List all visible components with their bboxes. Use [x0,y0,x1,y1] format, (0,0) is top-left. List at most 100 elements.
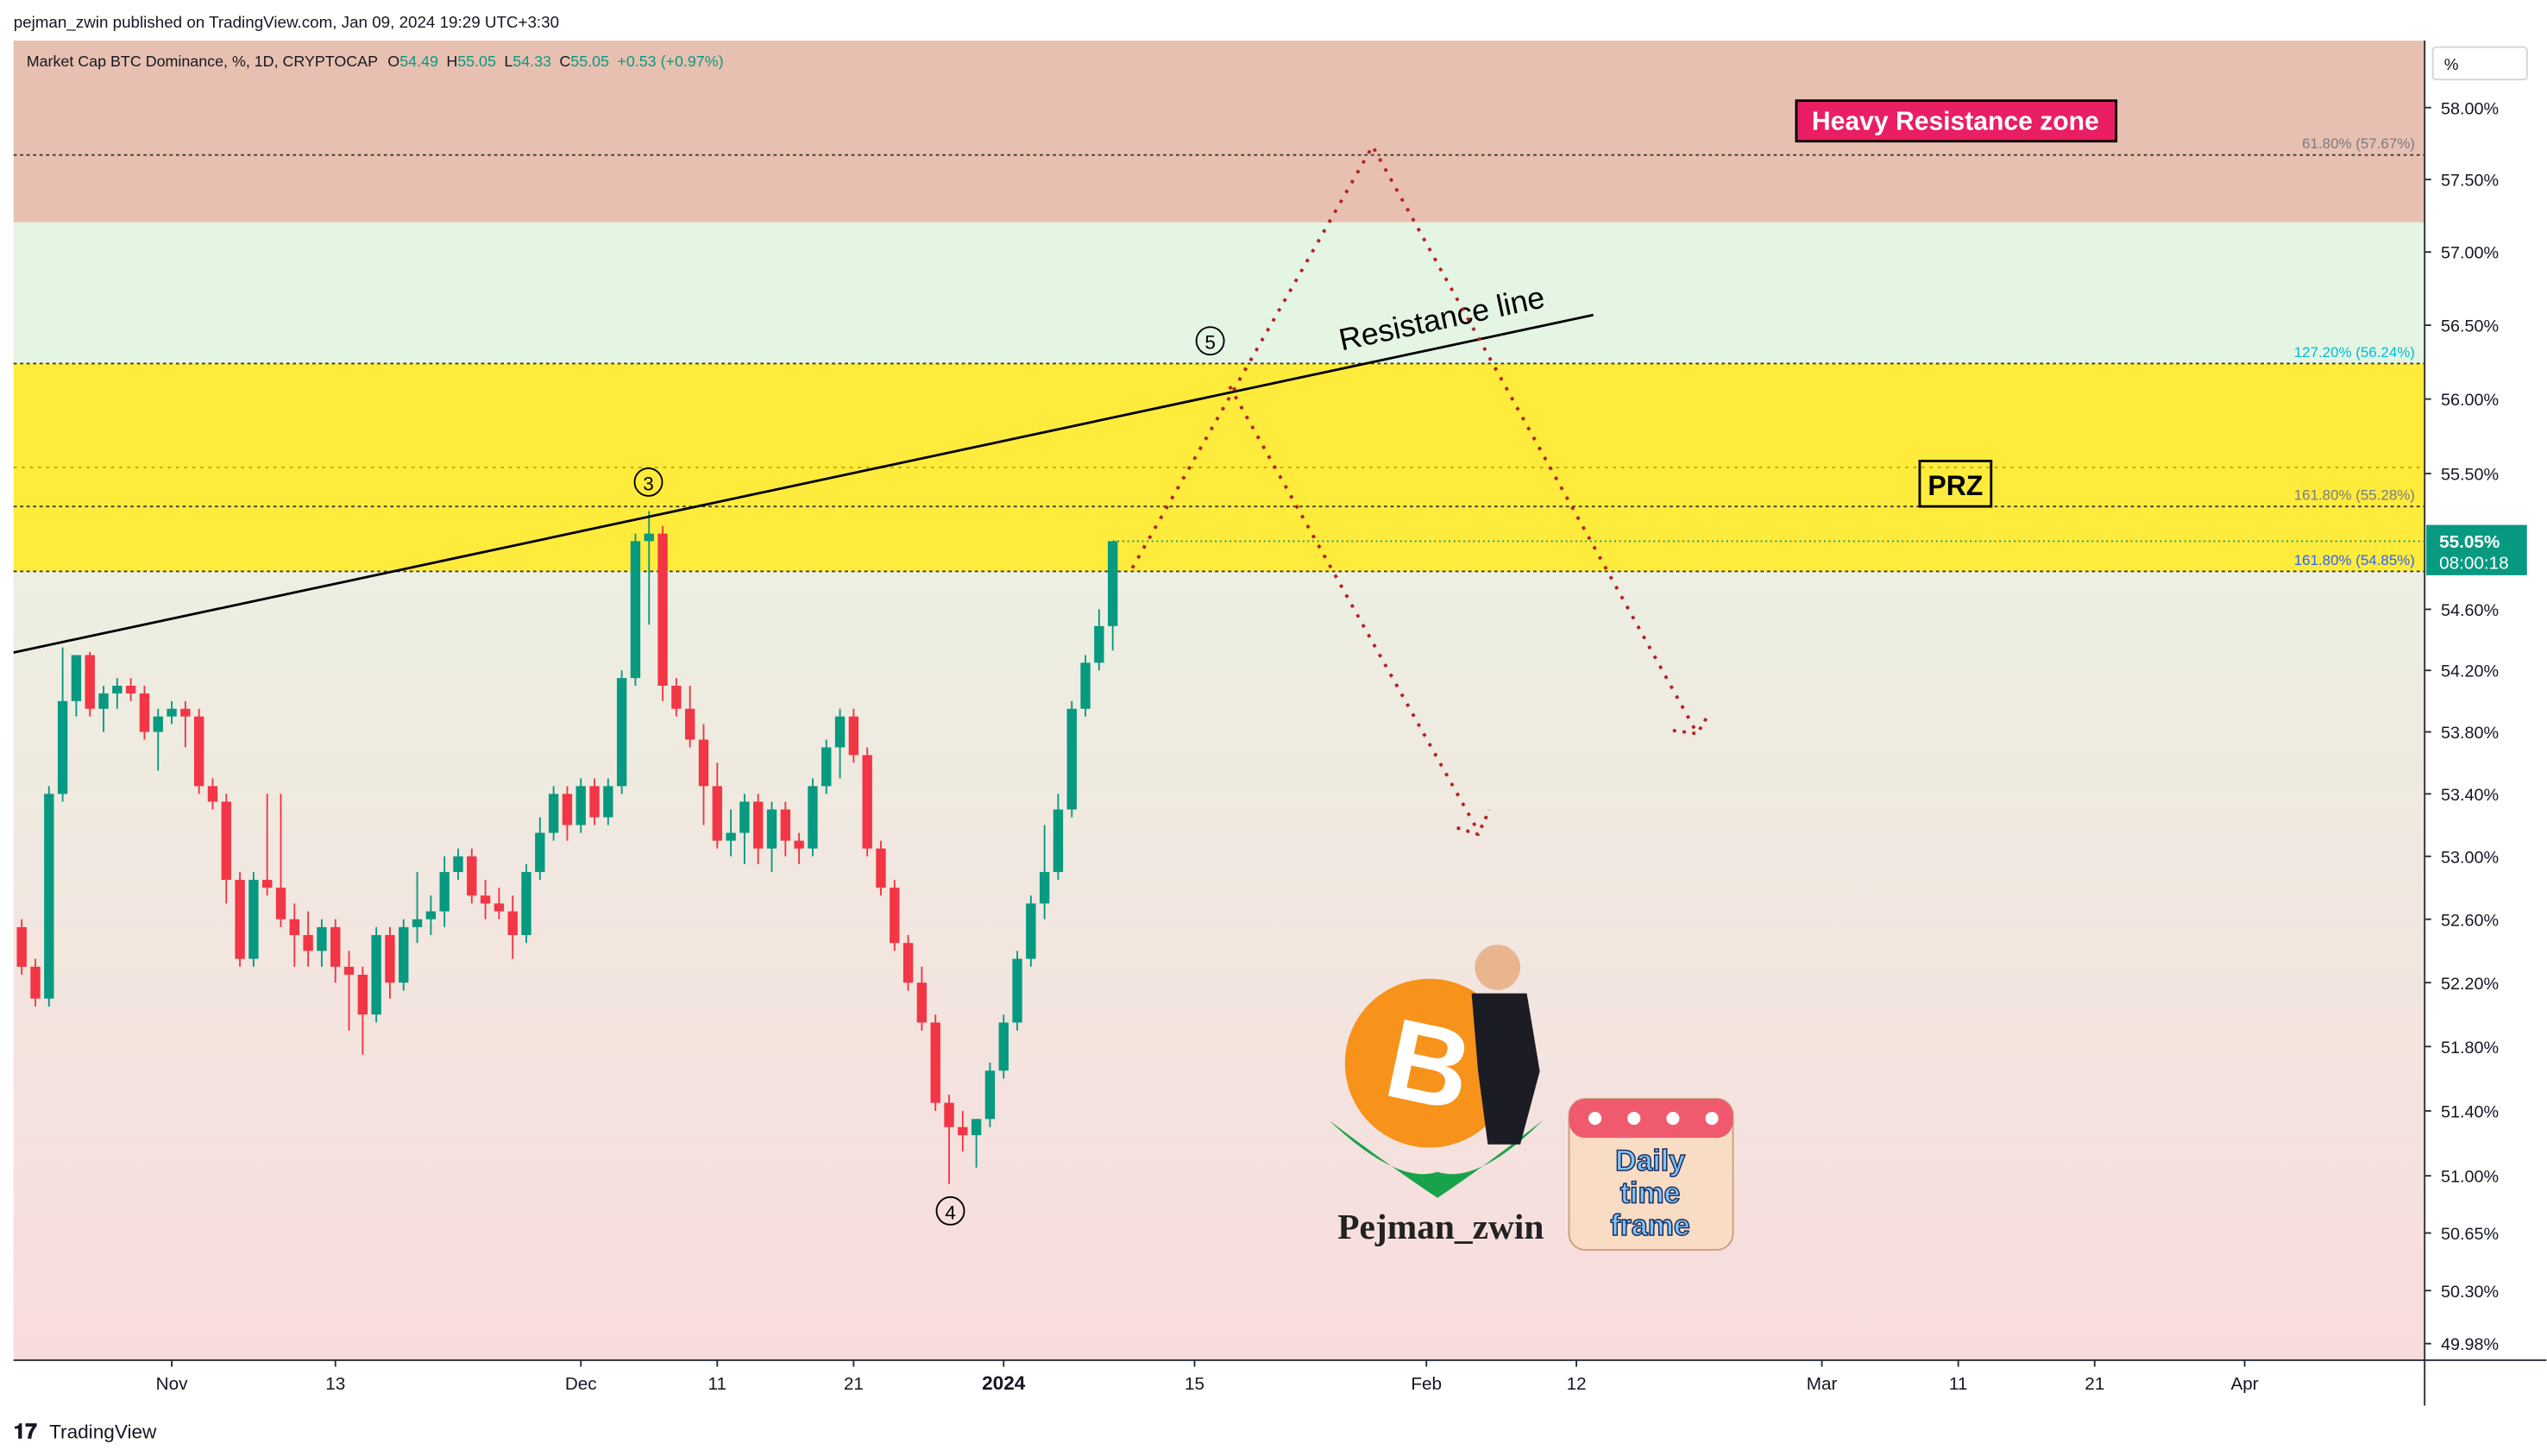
logo-calendar-text: time [1620,1177,1681,1209]
prz-zone [13,363,2425,572]
candle-body [317,926,327,951]
x-tick-label: 11 [1949,1374,1967,1394]
candle-body [467,856,477,896]
wave-label: 3 [643,473,654,494]
logo-figure-body [1471,993,1540,1145]
y-tick-label: 52.20% [2441,975,2499,994]
x-tick-label: 12 [1567,1374,1587,1394]
candle-body [739,801,750,833]
candle-body [930,1022,940,1103]
x-tick-label: Feb [1411,1374,1442,1394]
candle-body [343,966,355,976]
projection-arrow [1672,713,1710,736]
ohlc-value: 54.33 [513,53,551,70]
y-tick-label: 54.20% [2441,662,2499,681]
candle-body [644,533,654,542]
logo-calendar-text: frame [1610,1209,1689,1242]
x-tick-label: Apr [2230,1374,2258,1394]
y-tick-label: 57.50% [2441,172,2499,191]
candle-body [862,755,872,849]
symbol-title: Market Cap BTC Dominance, %, 1D, CRYPTOC… [27,53,724,70]
logo-figure-head [1475,945,1521,990]
projection-path [1130,142,1699,735]
y-tick-label: 54.60% [2441,601,2499,620]
candle-body [139,693,150,732]
x-tick-label: Mar [1807,1374,1838,1394]
ohlc-value: 55.05 [457,53,496,70]
candle-body [766,809,777,849]
y-tick-label: 50.65% [2441,1225,2499,1244]
candle-body [507,911,518,936]
candle-body [112,685,123,693]
wave-circle [633,467,663,497]
candle-body [371,935,381,1015]
candle-body [1107,541,1118,626]
logo-bitcoin [1344,978,1514,1148]
x-tick-label: 21 [2085,1374,2104,1394]
ohlc-value: 55.05 [570,53,609,70]
candle-body [425,911,437,919]
candle-body [98,693,109,709]
fib-label: 161.80% (54.85%) [2294,552,2415,568]
fib-label: 61.80% (57.67%) [2302,135,2415,152]
y-tick-label: 53.00% [2441,848,2499,867]
candle-body [821,747,832,787]
candle-body [794,840,804,849]
candle-body [671,685,682,709]
ohlc-key: C [559,53,570,70]
candle-body [1026,903,1036,959]
candle-body [984,1070,996,1120]
y-tick-label: 55.50% [2441,466,2499,485]
candle-body [44,794,54,999]
x-tick-label: 13 [325,1374,345,1394]
y-tick-label: 49.98% [2441,1335,2499,1354]
candle-body [85,655,95,709]
y-tick-label: 56.00% [2441,391,2499,410]
fib-label: 127.20% (56.24%) [2294,344,2415,361]
candle-body [1066,708,1077,810]
candle-body [834,716,846,748]
candle-body [1094,625,1104,663]
y-tick-label: 56.50% [2441,317,2499,336]
candle-body [548,794,559,833]
y-tick-label: 51.80% [2441,1039,2499,1057]
last-price-label: 55.05% [2439,532,2500,552]
ohlc-key: H [446,53,457,70]
candle-body [712,786,722,841]
candle-body [30,966,41,999]
candle-body [1039,871,1050,904]
heavy-zone-label: Heavy Resistance zone [1812,108,2099,136]
last-price-tag [2426,524,2527,575]
wave-label: 4 [945,1202,956,1223]
candle-body [357,975,368,1015]
y-tick-label: 50.30% [2441,1283,2499,1302]
candle-body [848,716,859,756]
candle-body [193,716,204,787]
candle-body [207,786,218,802]
candle-body [248,880,259,959]
lower-zone [13,571,2425,1360]
fib-label: 161.80% (55.28%) [2294,487,2415,504]
candle-body [684,708,695,740]
wave-circle [935,1196,965,1226]
y-tick-label: 53.80% [2441,724,2499,743]
candle-body [916,982,928,1023]
y-tick-label: 51.00% [2441,1168,2499,1187]
candle-body [958,1127,968,1136]
logo-name: Pejman_zwin [1337,1207,1544,1246]
candle-body [275,888,286,919]
candle-body [998,1022,1009,1071]
x-tick-label: 21 [844,1374,864,1394]
projection-arrow [1456,809,1491,837]
legend-header: Market Cap BTC Dominance, %, 1D, CRYPTOC… [27,53,724,70]
wave-circle [1195,326,1225,356]
candle-body [16,926,27,967]
x-tick-label: 11 [708,1374,726,1394]
candles [16,511,1118,1184]
title-text: Market Cap BTC Dominance, %, 1D, CRYPTOC… [27,53,378,70]
heavy-zone-box [1795,99,2118,143]
x-tick-label: Dec [565,1374,597,1394]
y-tick-label: 57.00% [2441,244,2499,263]
candle-body [57,700,68,794]
